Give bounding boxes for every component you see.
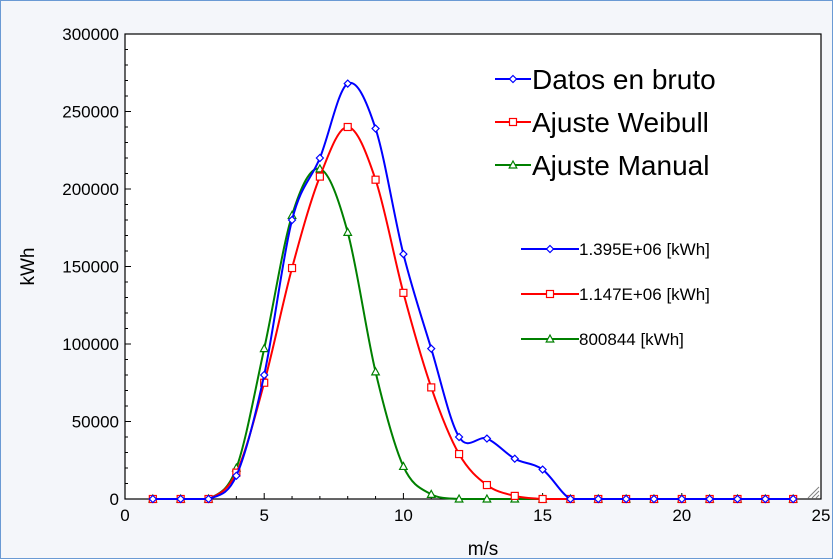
data-point [538, 465, 547, 474]
data-point [343, 122, 352, 132]
x-tick-label: 10 [394, 506, 413, 525]
data-point [343, 79, 353, 88]
data-point [371, 124, 380, 133]
legend-marker [508, 74, 518, 84]
x-tick-label: 5 [259, 506, 268, 525]
y-tick-label: 0 [110, 490, 119, 509]
y-tick-label: 50000 [72, 413, 119, 432]
y-tick-label: 300000 [62, 25, 119, 44]
legend-marker [545, 244, 555, 254]
x-tick-label: 0 [120, 506, 129, 525]
x-tick-label: 25 [812, 506, 831, 525]
totals-legend-entry: 1.147E+06 [kWh] [521, 285, 710, 304]
y-tick-label: 150000 [62, 258, 119, 277]
data-point [426, 344, 436, 353]
data-point [370, 366, 381, 376]
data-point [760, 494, 770, 504]
data-point [399, 249, 408, 259]
data-point [342, 227, 353, 236]
data-point [427, 383, 436, 392]
data-point [733, 494, 742, 504]
data-point [371, 175, 380, 184]
plot-area [124, 33, 822, 500]
data-point [482, 493, 492, 503]
data-point [510, 454, 520, 464]
x-tick-label: 20 [672, 506, 691, 525]
data-point [315, 172, 324, 181]
data-point [788, 494, 798, 504]
legend-label: Ajuste Manual [532, 150, 709, 181]
data-point [398, 461, 409, 471]
totals-label: 800844 [kWh] [579, 330, 684, 349]
x-axis-title: m/s [468, 539, 499, 560]
y-tick-label: 200000 [62, 180, 119, 199]
data-point [232, 471, 241, 481]
legend-entry: Datos en bruto [495, 64, 716, 95]
resize-grip-icon[interactable] [807, 486, 820, 499]
data-point [454, 449, 464, 459]
data-point [454, 493, 464, 503]
data-point [287, 263, 297, 273]
totals-legend-entry: 1.395E+06 [kWh] [521, 240, 710, 259]
x-tick-label: 15 [533, 506, 552, 525]
legend-marker [508, 159, 518, 169]
totals-legend-entry: 800844 [kWh] [521, 330, 684, 349]
totals-label: 1.147E+06 [kWh] [579, 285, 710, 304]
legend-marker [545, 333, 555, 343]
data-point [399, 288, 408, 297]
data-point [259, 370, 269, 380]
legend-marker [508, 117, 518, 127]
data-point [287, 215, 297, 225]
data-point [705, 494, 714, 504]
y-tick-label: 100000 [62, 335, 119, 354]
data-point [593, 494, 603, 504]
legend-marker [545, 289, 555, 299]
data-point [566, 494, 575, 504]
data-point [482, 480, 492, 490]
data-point [259, 343, 270, 353]
y-tick-label: 250000 [62, 103, 119, 122]
data-point [649, 494, 659, 504]
data-point [621, 494, 631, 504]
data-point [482, 434, 492, 443]
data-point [426, 489, 437, 498]
data-point [204, 494, 213, 504]
data-point [176, 494, 186, 504]
totals-label: 1.395E+06 [kWh] [579, 240, 710, 259]
data-point [148, 494, 158, 504]
data-point [538, 494, 547, 504]
data-point [315, 153, 325, 163]
data-point [454, 432, 464, 442]
legend-entry: Ajuste Weibull [495, 107, 709, 138]
data-point [677, 494, 687, 504]
legend-label: Ajuste Weibull [532, 107, 709, 138]
y-axis-title: kWh [18, 248, 39, 286]
data-point [510, 491, 519, 500]
legend-entry: Ajuste Manual [495, 150, 709, 181]
legend-label: Datos en bruto [532, 64, 716, 95]
series-datos-en-bruto [148, 79, 798, 504]
